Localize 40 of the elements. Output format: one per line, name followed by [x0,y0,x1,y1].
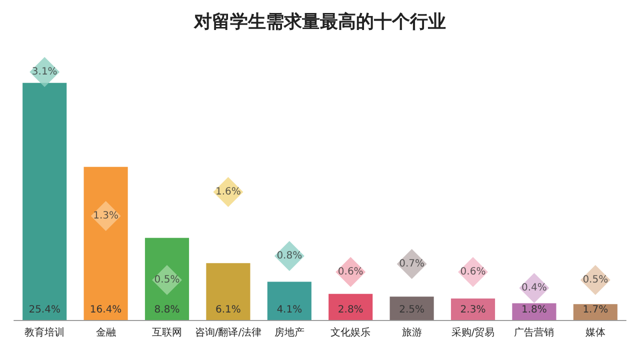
bar [450,298,496,320]
bar [206,263,250,320]
x-tick-label: 旅游 [402,326,422,338]
x-tick-label: 金融 [96,326,116,338]
data-label: 0.6% [338,266,364,278]
bar [512,303,556,320]
bar [328,294,373,320]
bar [22,82,67,320]
data-label: 1.7% [582,304,608,316]
data-label: 25.4% [28,304,60,316]
x-tick-label: 广告营销 [514,326,554,338]
x-tick-label: 互联网 [152,326,182,338]
x-tick-label: 房地产 [274,326,304,338]
data-label: 1.3% [93,210,119,222]
data-label: 2.3% [460,304,486,316]
data-label: 6.1% [215,304,241,316]
data-label: 4.1% [276,304,302,316]
x-tick-label: 采购/贸易 [451,326,495,338]
data-label: 0.8% [276,250,302,262]
x-tick-label: 文化娱乐 [330,326,371,338]
data-label: 2.5% [399,304,425,316]
data-label: 0.7% [399,258,425,270]
data-label: 2.8% [338,304,364,316]
data-label: 0.4% [521,282,547,294]
data-label: 3.1% [32,66,58,78]
x-tick-label: 媒体 [585,326,606,338]
x-tick-label: 教育培训 [24,326,65,338]
x-tick-label: 咨询/翻译/法律 [194,326,262,338]
data-label: 0.5% [582,274,608,286]
chart-title: 对留学生需求量最高的十个行业 [193,12,446,32]
data-label: 0.6% [460,266,486,278]
data-label: 0.5% [154,274,180,286]
data-label: 1.8% [521,304,547,316]
data-label: 1.6% [215,186,241,198]
bar [267,282,312,320]
data-label: 8.8% [154,304,180,316]
bar [84,166,128,320]
bar [390,296,434,320]
bar [573,304,618,320]
data-label: 16.4% [90,304,122,316]
